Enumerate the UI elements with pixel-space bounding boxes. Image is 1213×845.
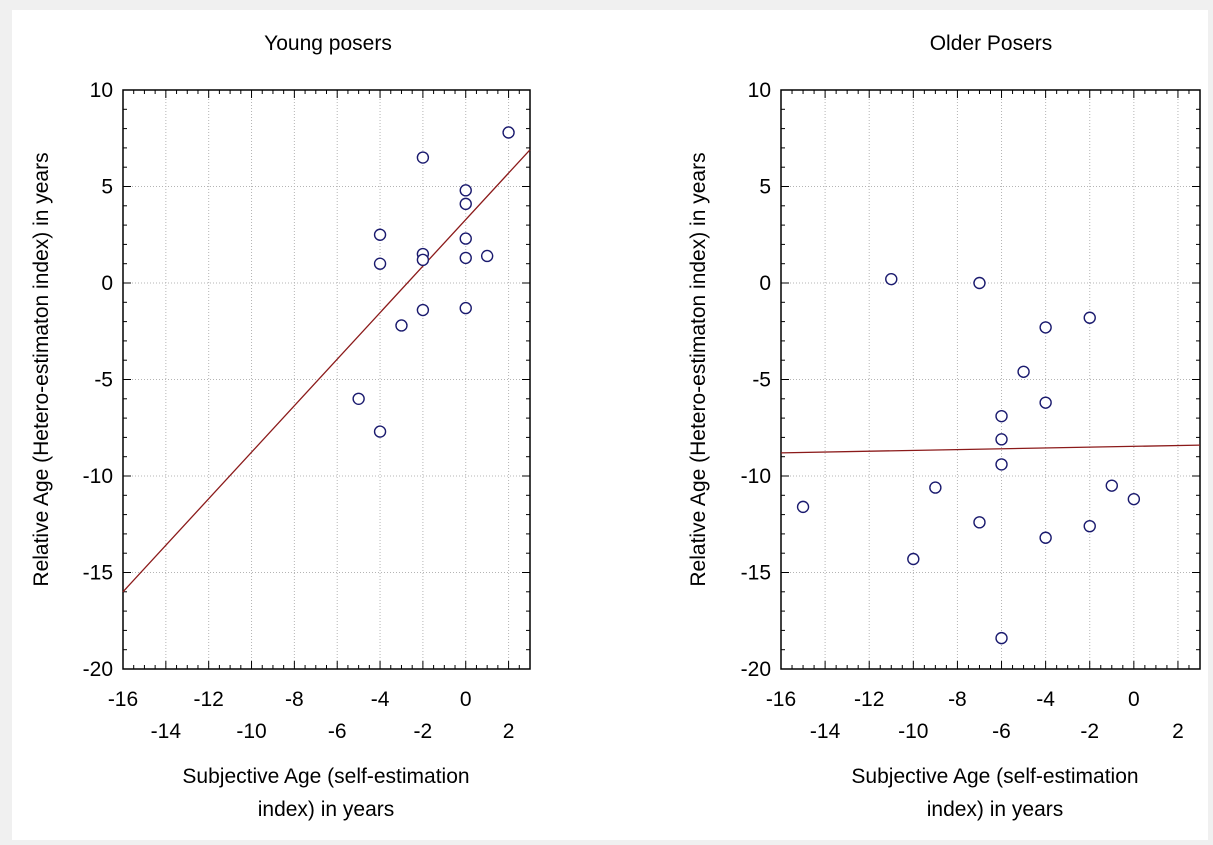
chart0-data-point [416,303,430,317]
chart0-y-tick-label: -10 [83,465,113,488]
chart0-title: Young posers [264,32,392,55]
chart0-data-point [459,232,472,245]
chart0-data-point [416,253,430,267]
chart1-x-axis-title: Subjective Age (self-estimation [851,765,1138,788]
chart1-data-point [995,409,1008,423]
chart0-y-tick-label: -5 [94,369,113,392]
chart0-data-point [373,228,387,241]
chart0-data-point [373,257,387,270]
chart0-x-tick-label: -14 [151,720,182,743]
chart1-group: 10 5 0 -5 -10 -15 -20 -16 -12 -8 -4 0 -14 -10 -6 -2 2 Old… [687,32,1201,821]
chart0-y-tick-label: 5 [101,176,113,199]
chart1-y-axis-title: Relative Age (Hetero-estimaton index) in… [687,152,710,586]
chart0-data-point [502,126,515,139]
chart0-y-tick-label: 10 [90,79,113,102]
chart1-data-point [907,552,920,566]
chart1-data-point [995,433,1008,446]
chart1-data-point [929,481,942,494]
figure: 10 5 0 -5 -10 -15 -20 -16 -12 -8 -4 0 -14 -10 -6 -2 2 You… [12,10,1208,840]
chart0-x-tick-label: 0 [460,688,472,711]
chart0-data-point [395,319,408,332]
chart1-data-point [1083,519,1096,533]
chart0-x-tick-label: -10 [236,720,266,743]
chart1-fit-line [780,444,1201,454]
chart1-data-point [995,458,1008,471]
chart0-x-tick-label: -8 [285,688,304,711]
chart0-x-axis-title: index) in years [258,798,395,821]
chart1-x-tick-label: 0 [1128,688,1140,711]
chart0-y-tick-label: 0 [101,272,113,295]
chart0-y-tick-label: -20 [83,658,113,681]
chart1-y-tick-label: -10 [741,465,771,488]
chart1-data-point [1039,396,1052,409]
chart0-y-axis-title: Relative Age (Hetero-estimaton index) in… [30,152,53,586]
chart1-y-tick-label: 10 [748,79,771,102]
chart1-x-tick-label: -2 [1080,720,1099,743]
chart1-x-tick-label: -14 [810,720,841,743]
chart1-data-point [1039,321,1052,334]
chart1-x-tick-label: -10 [898,720,928,743]
chart0-x-axis-title: Subjective Age (self-estimation [182,765,469,788]
chart1-x-tick-label: -6 [992,720,1011,743]
chart0-fit-line [122,149,531,593]
chart1-x-tick-label: 2 [1172,720,1184,743]
chart0-data-point [416,151,430,164]
chart1-x-tick-label: -16 [766,688,796,711]
chart1-data-point [796,500,810,514]
chart0-group: 10 5 0 -5 -10 -15 -20 -16 -12 -8 -4 0 -14 -10 -6 -2 2 You… [30,32,531,821]
chart0-x-tick-label: -12 [194,688,224,711]
chart0-data-point [459,184,472,197]
chart1-data-point [1127,492,1141,506]
chart1-data-point [1105,479,1118,492]
chart1-data-point [973,276,986,290]
chart1-data-point [885,272,898,286]
chart0-data-point [352,392,365,405]
chart1-y-tick-label: -5 [752,369,771,392]
chart1-y-tick-label: -15 [741,562,771,585]
chart0-data-point [480,249,494,263]
chart1-data-point [973,516,986,529]
chart0-x-tick-label: -16 [108,688,138,711]
chart1-y-tick-label: 5 [759,176,771,199]
chart1-y-tick-label: -20 [741,658,771,681]
chart1-x-tick-label: -8 [948,688,967,711]
chart1-x-tick-label: -4 [1036,688,1055,711]
chart1-title: Older Posers [930,32,1053,55]
chart0-data-point [459,301,472,315]
chart1-plot-frame [780,89,1201,670]
chart1-data-point [1017,365,1030,378]
chart0-data-point [459,197,472,211]
chart0-y-tick-label: -15 [83,562,113,585]
chart1-x-tick-label: -12 [854,688,884,711]
chart1-data-point [1039,531,1052,544]
chart0-x-tick-label: -6 [328,720,347,743]
chart0-data-point [373,425,387,438]
chart1-y-tick-label: 0 [759,272,771,295]
chart0-x-tick-label: -4 [371,688,390,711]
chart0-x-tick-label: 2 [503,720,515,743]
chart1-x-axis-title: index) in years [927,798,1064,821]
chart0-plot-frame [122,89,531,670]
chart0-x-tick-label: -2 [414,720,433,743]
chart1-data-point [995,631,1008,645]
chart1-data-point [1083,311,1096,324]
chart0-data-point [459,251,472,265]
